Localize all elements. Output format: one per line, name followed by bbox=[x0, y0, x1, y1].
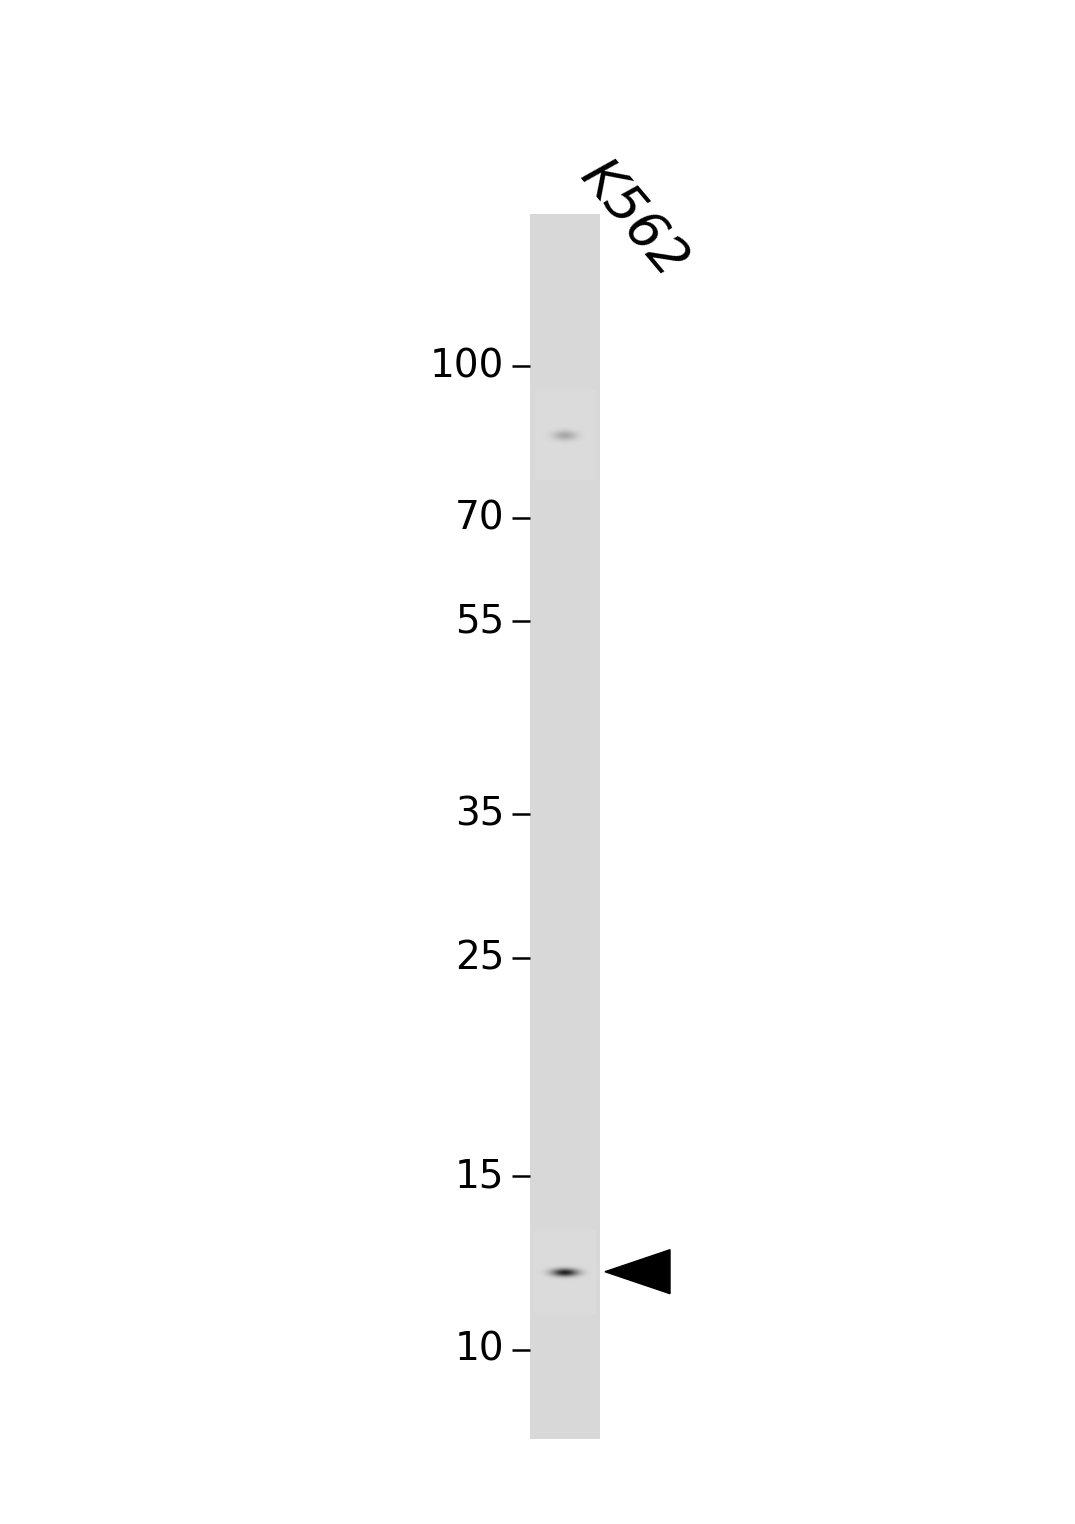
Text: 15: 15 bbox=[455, 1157, 504, 1195]
Text: 25: 25 bbox=[455, 939, 504, 977]
Text: 10: 10 bbox=[455, 1330, 504, 1369]
Text: 100: 100 bbox=[430, 347, 504, 386]
Text: 35: 35 bbox=[455, 796, 504, 834]
Text: K562: K562 bbox=[570, 151, 697, 288]
Text: 70: 70 bbox=[455, 500, 504, 538]
Polygon shape bbox=[605, 1250, 670, 1294]
Text: 55: 55 bbox=[455, 602, 504, 640]
Bar bbox=[530, 213, 600, 1439]
